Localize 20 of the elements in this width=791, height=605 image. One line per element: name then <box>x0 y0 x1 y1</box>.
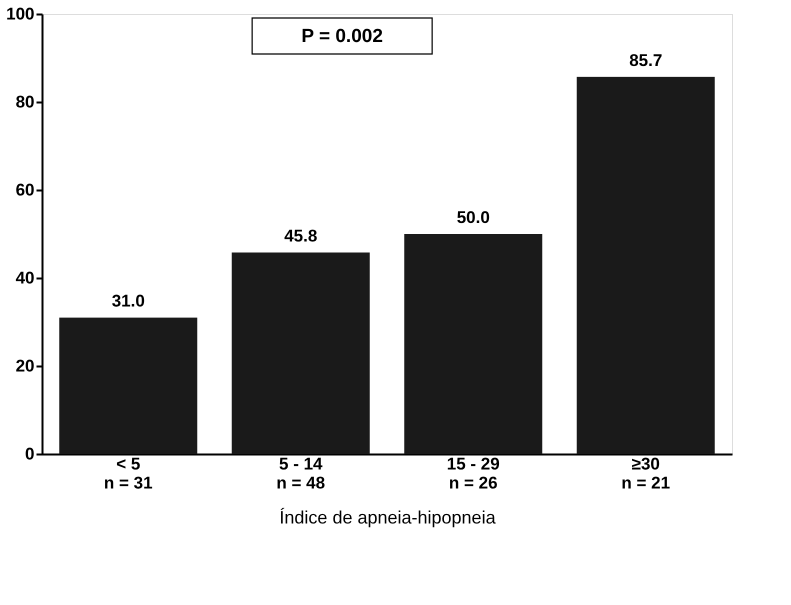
bar <box>576 76 715 454</box>
y-tick-label: 40 <box>16 268 34 288</box>
y-tick-label: 0 <box>25 444 34 464</box>
y-tick-label: 100 <box>6 4 34 24</box>
x-tick-label: < 5 n = 31 <box>104 454 153 492</box>
bar <box>404 234 542 454</box>
y-tick-label: 20 <box>16 356 34 376</box>
data-label: 31.0 <box>112 292 145 311</box>
annotation: P = 0.002 <box>301 26 383 47</box>
data-label: 85.7 <box>629 50 662 70</box>
y-tick-label: 80 <box>16 92 34 112</box>
x-axis-title: Índice de apneia-hipopneia <box>279 508 497 528</box>
data-label: 45.8 <box>284 226 318 246</box>
x-tick-label: 15 - 29 n = 26 <box>446 454 500 492</box>
y-tick-label: 60 <box>16 180 34 200</box>
bar <box>232 252 370 454</box>
data-label: 50.0 <box>456 208 490 227</box>
x-tick-label: ≥30 n = 21 <box>621 454 670 492</box>
x-tick-label: 5 - 14 n = 48 <box>276 454 326 492</box>
bar <box>59 318 198 454</box>
